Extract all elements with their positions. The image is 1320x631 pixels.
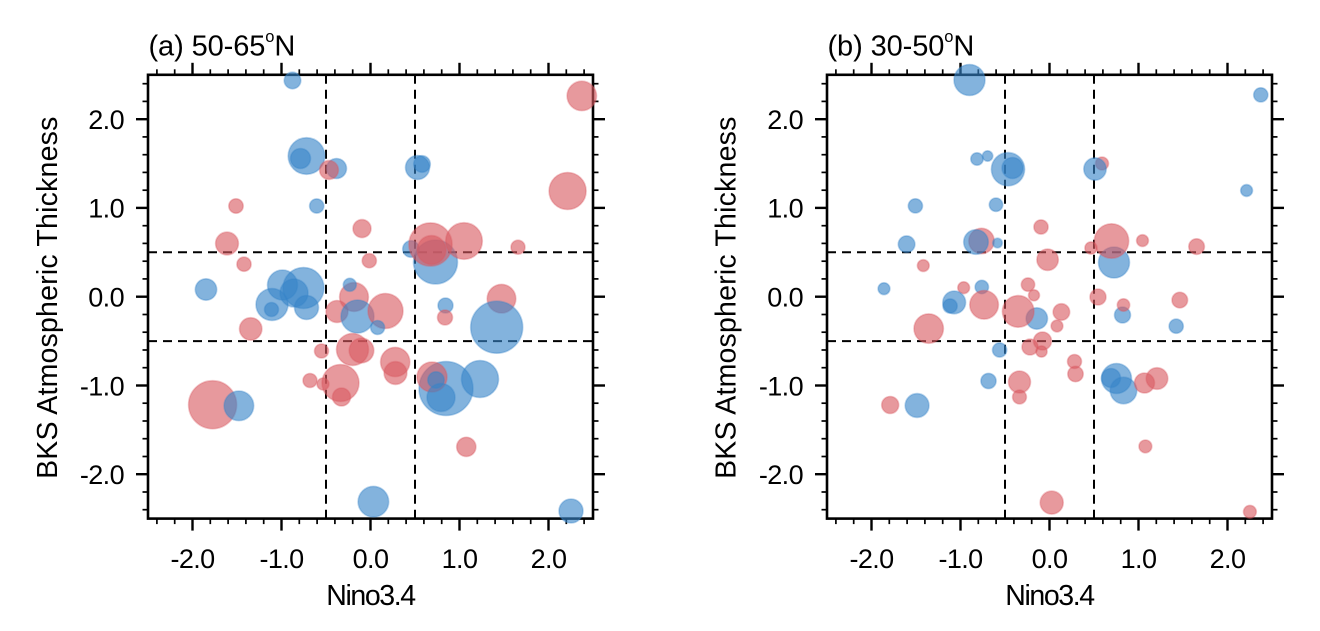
- svg-text:2.0: 2.0: [88, 105, 124, 135]
- svg-text:Nino3.4: Nino3.4: [1005, 580, 1095, 612]
- svg-text:1.0: 1.0: [442, 544, 478, 574]
- svg-text:0.0: 0.0: [1032, 544, 1068, 574]
- svg-text:-2.0: -2.0: [759, 460, 803, 490]
- svg-text:0.0: 0.0: [353, 544, 389, 574]
- svg-text:0.0: 0.0: [88, 283, 124, 313]
- svg-text:BKS Atmospheric Thickness: BKS Atmospheric Thickness: [711, 116, 743, 478]
- svg-text:-2.0: -2.0: [80, 460, 124, 490]
- svg-text:Nino3.4: Nino3.4: [326, 580, 416, 612]
- svg-text:2.0: 2.0: [1210, 544, 1246, 574]
- svg-text:1.0: 1.0: [88, 194, 124, 224]
- svg-text:-1.0: -1.0: [259, 544, 303, 574]
- svg-text:-2.0: -2.0: [170, 544, 214, 574]
- svg-text:2.0: 2.0: [767, 105, 803, 135]
- svg-text:0.0: 0.0: [767, 283, 803, 313]
- svg-text:1.0: 1.0: [767, 194, 803, 224]
- svg-text:-1.0: -1.0: [80, 371, 124, 401]
- svg-text:-1.0: -1.0: [759, 371, 803, 401]
- svg-text:-1.0: -1.0: [938, 544, 982, 574]
- svg-text:BKS Atmospheric Thickness: BKS Atmospheric Thickness: [32, 116, 64, 478]
- svg-text:1.0: 1.0: [1121, 544, 1157, 574]
- svg-text:-2.0: -2.0: [849, 544, 893, 574]
- svg-text:2.0: 2.0: [531, 544, 567, 574]
